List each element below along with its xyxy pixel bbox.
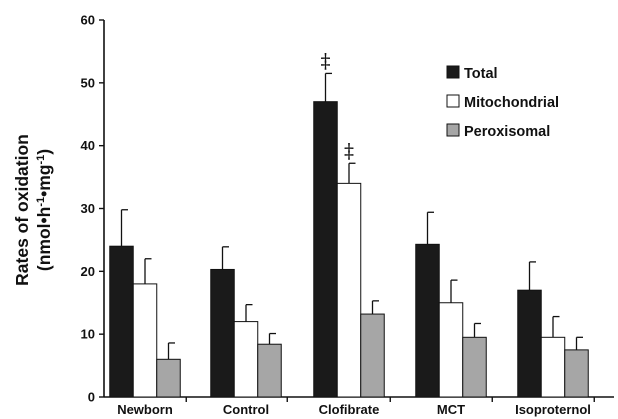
- bar-mitochondrial: [132, 283, 158, 398]
- y-tick-label: 30: [81, 201, 95, 216]
- legend-label-mitochondrial: Mitochondrial: [464, 95, 559, 111]
- legend-swatch-peroxisomal: [446, 123, 460, 137]
- bar-total: [109, 245, 134, 398]
- y-tick-label: 40: [81, 138, 95, 153]
- y-tick-label: 20: [81, 264, 95, 279]
- bar-peroxisomal: [564, 349, 589, 398]
- x-category-label: MCT: [437, 402, 465, 417]
- y-axis-label-line1: Rates of oxidation: [12, 134, 32, 286]
- bar-total: [210, 268, 235, 398]
- bar-total: [517, 289, 542, 398]
- y-tick-label: 60: [81, 13, 95, 28]
- bar-mitochondrial: [540, 336, 566, 398]
- legend-label-peroxisomal: Peroxisomal: [464, 124, 550, 140]
- bar-mitochondrial: [336, 182, 362, 398]
- bar-total: [415, 243, 440, 398]
- y-tick-label: 10: [81, 327, 95, 342]
- x-category-label: Control: [223, 402, 269, 417]
- legend: Total Mitochondrial Peroxisomal: [446, 65, 559, 140]
- bars: ‡‡: [109, 48, 589, 398]
- legend-swatch-total: [446, 65, 460, 79]
- significance-marker: ‡: [321, 48, 331, 72]
- x-category-label: Isoproternol: [515, 402, 591, 417]
- x-category-label: Clofibrate: [319, 402, 380, 417]
- bar-peroxisomal: [156, 358, 181, 398]
- y-axis-label-line2: (nmol•h-1•mg-1): [34, 149, 54, 271]
- legend-label-total: Total: [464, 66, 498, 82]
- bar-peroxisomal: [462, 336, 487, 398]
- bar-mitochondrial: [438, 302, 464, 398]
- significance-marker: ‡: [344, 138, 354, 162]
- y-axis-title: Rates of oxidation (nmol•h-1•mg-1): [12, 134, 54, 286]
- bar-peroxisomal: [257, 343, 282, 398]
- bar-peroxisomal: [360, 313, 385, 398]
- x-category-label: Newborn: [117, 402, 173, 417]
- y-tick-label: 50: [81, 75, 95, 90]
- bar-mitochondrial: [233, 321, 259, 398]
- axes: 0 10 20 30 40 50 60 Newborn Control Clofibrate MCT…: [81, 13, 614, 417]
- y-tick-label: 0: [88, 390, 95, 405]
- bar-total: [313, 101, 338, 398]
- legend-swatch-mitochondrial: [446, 94, 460, 108]
